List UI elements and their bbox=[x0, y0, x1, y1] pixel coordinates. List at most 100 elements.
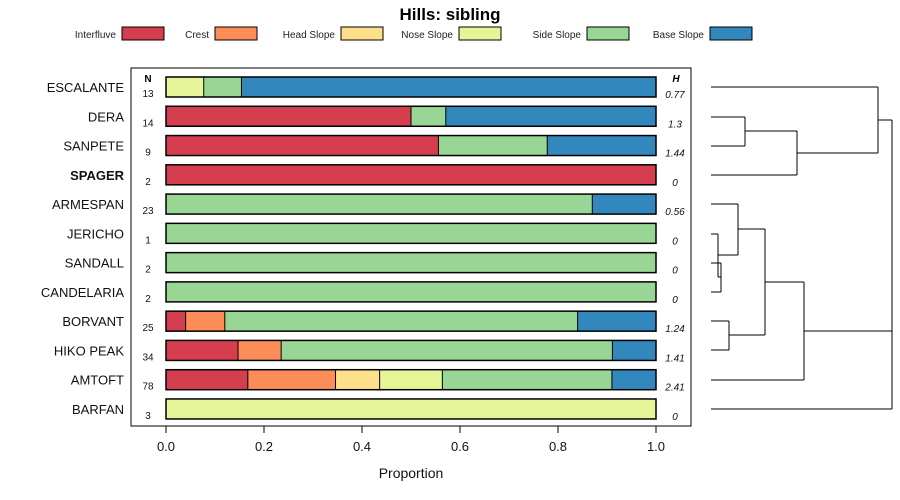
bar-jericho-side-slope bbox=[166, 223, 656, 244]
bar-borvant-side-slope bbox=[224, 311, 578, 332]
h-value-borvant: 1.24 bbox=[665, 324, 685, 335]
h-value-jericho: 0 bbox=[672, 236, 678, 247]
x-tick-label-1: 0.2 bbox=[255, 439, 273, 454]
n-value-spager: 2 bbox=[145, 177, 151, 188]
bar-candelaria-side-slope bbox=[166, 281, 656, 302]
category-label-borvant: BORVANT bbox=[62, 314, 124, 329]
x-axis-label: Proportion bbox=[379, 465, 444, 481]
h-value-hiko-peak: 1.41 bbox=[665, 353, 684, 364]
bar-dera-base-slope bbox=[445, 106, 656, 127]
bar-sanpete-base-slope bbox=[547, 135, 656, 156]
bar-hiko-peak-side-slope bbox=[281, 340, 613, 361]
category-label-amtoft: AMTOFT bbox=[71, 373, 124, 388]
h-column-header: H bbox=[672, 74, 680, 85]
category-label-dera: DERA bbox=[88, 109, 124, 124]
legend-swatch-interfluve bbox=[121, 26, 165, 41]
x-tick-label-3: 0.6 bbox=[451, 439, 469, 454]
n-value-jericho: 1 bbox=[145, 235, 151, 246]
bar-outline-jericho bbox=[165, 222, 657, 245]
bar-amtoft-crest bbox=[247, 369, 336, 390]
legend-label-nose-slope: Nose Slope bbox=[401, 30, 453, 41]
x-tick-label-0: 0.0 bbox=[157, 439, 175, 454]
bar-armespan-base-slope bbox=[592, 194, 656, 215]
bar-outline-candelaria bbox=[165, 281, 657, 303]
h-value-amtoft: 2.41 bbox=[664, 383, 684, 394]
bar-armespan-side-slope bbox=[166, 194, 593, 215]
n-value-sandall: 2 bbox=[145, 265, 151, 276]
legend-swatch-nose-slope bbox=[458, 26, 502, 41]
h-value-spager: 0 bbox=[672, 178, 678, 189]
category-labels: ESCALANTE DERA SANPETE SPAGER ARMESPAN JERICH… bbox=[41, 80, 125, 417]
bar-outline-hiko-peak bbox=[165, 339, 657, 362]
stacked-bars bbox=[165, 76, 657, 420]
bar-sanpete-side-slope bbox=[438, 135, 548, 156]
bar-hiko-peak-base-slope bbox=[612, 340, 656, 361]
h-value-candelaria: 0 bbox=[672, 295, 678, 306]
category-label-jericho: JERICHO bbox=[67, 226, 124, 241]
bar-outline-spager bbox=[165, 164, 657, 186]
category-label-candelaria: CANDELARIA bbox=[41, 285, 124, 300]
legend-swatch-head-slope bbox=[340, 26, 384, 41]
category-label-escalante: ESCALANTE bbox=[47, 80, 125, 95]
bar-escalante-base-slope bbox=[241, 77, 656, 97]
bar-dera-interfluve bbox=[166, 106, 411, 127]
chart-title: Hills: sibling bbox=[399, 5, 500, 24]
bar-escalante-nose-slope bbox=[166, 77, 204, 97]
bar-outline-sanpete bbox=[165, 134, 657, 157]
bar-dera-side-slope bbox=[411, 106, 446, 127]
bar-spager-interfluve bbox=[166, 164, 656, 185]
n-column-header: N bbox=[144, 74, 151, 85]
bar-amtoft-nose-slope bbox=[379, 369, 443, 390]
legend-label-base-slope: Base Slope bbox=[653, 30, 705, 41]
legend-label-side-slope: Side Slope bbox=[533, 30, 582, 41]
h-value-dera: 1.3 bbox=[668, 119, 682, 130]
category-label-sanpete: SANPETE bbox=[63, 139, 124, 154]
bar-borvant-interfluve bbox=[166, 311, 186, 332]
bar-outline-sandall bbox=[165, 251, 657, 274]
bar-outline-armespan bbox=[165, 193, 657, 215]
n-value-escalante: 13 bbox=[142, 89, 154, 100]
bar-outline-escalante bbox=[165, 76, 657, 98]
h-values: 0.77 1.3 1.44 0 0.56 0 0 0 1.24 1.41 2.41 0 bbox=[664, 90, 685, 423]
category-label-barfan: BARFAN bbox=[72, 402, 124, 417]
n-value-sanpete: 9 bbox=[145, 148, 151, 159]
plot-frame bbox=[130, 67, 692, 427]
legend-swatch-base-slope bbox=[709, 26, 753, 41]
category-label-sandall: SANDALL bbox=[65, 256, 124, 271]
bar-outline-barfan bbox=[165, 398, 657, 420]
bar-barfan-nose-slope bbox=[166, 398, 656, 419]
h-value-escalante: 0.77 bbox=[665, 90, 685, 101]
h-value-barfan: 0 bbox=[672, 412, 678, 423]
bar-borvant-base-slope bbox=[577, 311, 656, 332]
bar-escalante-side-slope bbox=[203, 77, 242, 97]
n-value-armespan: 23 bbox=[142, 206, 154, 217]
n-value-hiko-peak: 34 bbox=[142, 352, 154, 363]
bar-outline-dera bbox=[165, 105, 657, 128]
bar-outline-borvant bbox=[165, 310, 657, 332]
n-value-barfan: 3 bbox=[145, 411, 151, 422]
bar-amtoft-interfluve bbox=[166, 369, 248, 390]
bar-hiko-peak-crest bbox=[238, 340, 282, 361]
legend-label-crest: Crest bbox=[185, 30, 209, 41]
category-label-spager: SPAGER bbox=[70, 168, 125, 183]
bar-borvant-crest bbox=[185, 311, 225, 332]
bar-hiko-peak-interfluve bbox=[166, 340, 239, 361]
bar-outline-amtoft bbox=[165, 368, 657, 391]
n-value-candelaria: 2 bbox=[145, 294, 151, 305]
n-value-amtoft: 78 bbox=[142, 382, 154, 393]
bar-amtoft-head-slope bbox=[335, 369, 380, 390]
legend-swatch-side-slope bbox=[586, 26, 630, 41]
bar-sandall-side-slope bbox=[166, 252, 656, 273]
n-value-borvant: 25 bbox=[142, 323, 154, 334]
legend-label-head-slope: Head Slope bbox=[283, 30, 336, 41]
x-tick-label-5: 1.0 bbox=[647, 439, 665, 454]
h-value-armespan: 0.56 bbox=[665, 207, 685, 218]
legend: Interfluve Crest Head Slope Nose Slope Side … bbox=[75, 26, 753, 41]
bar-sanpete-interfluve bbox=[166, 135, 439, 156]
bar-amtoft-base-slope bbox=[611, 369, 656, 390]
x-tick-label-2: 0.4 bbox=[353, 439, 371, 454]
h-value-sandall: 0 bbox=[672, 266, 678, 277]
legend-label-interfluve: Interfluve bbox=[75, 30, 117, 41]
legend-swatch-crest bbox=[214, 26, 258, 41]
